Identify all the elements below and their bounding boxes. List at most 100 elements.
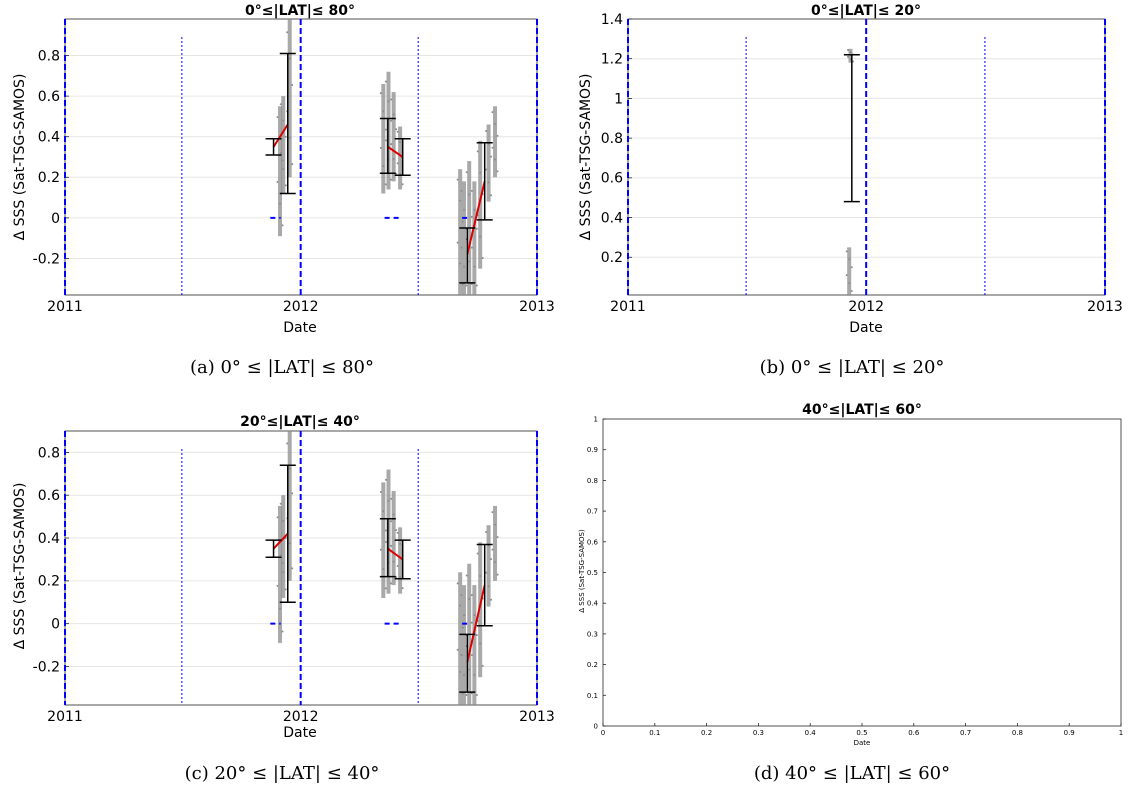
scatter-point	[399, 141, 402, 144]
scatter-point	[473, 265, 476, 268]
scatter-point	[392, 113, 395, 116]
scatter-point	[459, 670, 462, 673]
scatter-point	[387, 100, 390, 103]
y-tick-label: 0.9	[587, 446, 598, 454]
y-tick-label: 1	[594, 415, 598, 423]
scatter-point	[396, 565, 399, 568]
scatter-point	[487, 181, 490, 184]
scatter-point	[389, 582, 392, 585]
scatter-point	[384, 587, 387, 590]
y-tick-label: 1.4	[601, 12, 623, 28]
scatter-point	[463, 614, 466, 617]
plot-area-c: -0.2 0 0.2 0.4 0.6 0.8 2011 2012 2013	[33, 430, 555, 725]
scatter-point	[384, 139, 387, 142]
scatter-point	[496, 573, 499, 576]
scatter-cluster	[486, 525, 491, 607]
scatter-cluster	[493, 505, 498, 581]
scatter-point	[485, 571, 488, 574]
caption-b: (b) 0° ≤ |LAT| ≤ 20°	[760, 357, 945, 378]
trend-line	[466, 181, 486, 255]
scatter-cluster	[391, 490, 396, 586]
scatter-point	[468, 668, 471, 671]
scatter-point	[384, 478, 387, 481]
scatter-point	[475, 694, 478, 697]
scatter-point	[485, 530, 488, 533]
x-tick-label: 2012	[283, 709, 319, 725]
y-tick-label: 0.1	[587, 692, 598, 700]
scatter-point	[382, 568, 385, 571]
x-tick-label: 2012	[848, 299, 884, 315]
x-tick-label: 2012	[283, 299, 319, 315]
scatter-point	[487, 585, 490, 588]
scatter-point	[494, 158, 497, 161]
chart-title-c: 20°≤|LAT|≤ 40°	[240, 414, 360, 430]
y-tick-label: 0.2	[601, 250, 623, 266]
scatter-point	[291, 492, 294, 495]
scatter-point	[288, 57, 291, 60]
scatter-point	[476, 150, 479, 153]
y-tick-label: 0.8	[38, 48, 60, 64]
scatter-point	[284, 588, 287, 591]
scatter-point	[481, 256, 484, 259]
scatter-cluster	[278, 505, 283, 643]
panel-b: 0°≤|LAT|≤ 20° 0.2 0.4 0.6 0.8 1 1.2 1.4 2011 201…	[578, 3, 1123, 378]
x-axis-label-c: Date	[283, 725, 316, 741]
scatter-point	[396, 531, 399, 534]
scatter-point	[847, 48, 850, 51]
scatter-point	[282, 519, 285, 522]
y-tick-label: 0.2	[38, 574, 60, 590]
scatter-point	[281, 630, 284, 633]
scatter-point	[288, 136, 291, 139]
scatter-point	[473, 674, 476, 677]
scatter-point	[468, 193, 471, 196]
y-tick-label: 0.5	[587, 569, 598, 577]
scatter-point	[468, 260, 471, 263]
scatter-point	[384, 128, 387, 131]
scatter-point	[470, 215, 473, 218]
scatter-point	[460, 594, 463, 597]
scatter-cluster	[287, 19, 292, 178]
scatter-cluster	[287, 431, 292, 581]
scatter-point	[845, 274, 848, 277]
x-tick-label: 1	[1119, 729, 1123, 737]
x-tick-label: 0.7	[960, 729, 971, 737]
scatter-point	[384, 529, 387, 532]
scatter-point	[279, 502, 282, 505]
scatter-point	[479, 235, 482, 238]
scatter-point	[459, 262, 462, 265]
scatter-point	[496, 536, 499, 539]
scatter-point	[468, 598, 471, 601]
chart-title-b: 0°≤|LAT|≤ 20°	[811, 3, 921, 19]
scatter-point	[401, 587, 404, 590]
y-tick-label: 0	[51, 617, 60, 633]
scatter-cluster	[462, 181, 467, 295]
scatter-cluster	[472, 181, 477, 295]
scatter-point	[284, 135, 287, 138]
scatter-point	[291, 83, 294, 86]
scatter-point	[491, 511, 494, 514]
scatter-point	[379, 146, 382, 149]
scatter-point	[463, 208, 466, 211]
scatter-point	[382, 510, 385, 513]
scatter-point	[475, 227, 478, 230]
scatter-point	[282, 168, 285, 171]
scatter-point	[379, 491, 382, 494]
trend-line	[387, 547, 404, 561]
scatter-point	[389, 119, 392, 122]
scatter-point	[496, 170, 499, 173]
scatter-point	[849, 58, 852, 61]
scatter-point	[382, 110, 385, 113]
scatter-point	[282, 119, 285, 122]
scatter-point	[490, 598, 493, 601]
panel-d: 40°≤|LAT|≤ 60° 0 0.1 0.2 0.3 0.4 0.5 0.6 0.7 0.8…	[578, 402, 1123, 784]
scatter-point	[382, 165, 385, 168]
scatter-point	[279, 607, 282, 610]
scatter-point	[465, 694, 468, 697]
scatter-cluster	[398, 126, 403, 190]
scatter-point	[401, 183, 404, 186]
scatter-point	[470, 246, 473, 249]
scatter-cluster	[281, 495, 286, 598]
panel-a: 0°≤|LAT|≤ 80° -0.2 0 0.2 0.4 0.6 0.8 2011 2012 2…	[12, 3, 555, 378]
x-tick-label: 0.1	[649, 729, 660, 737]
scatter-point	[463, 265, 466, 268]
